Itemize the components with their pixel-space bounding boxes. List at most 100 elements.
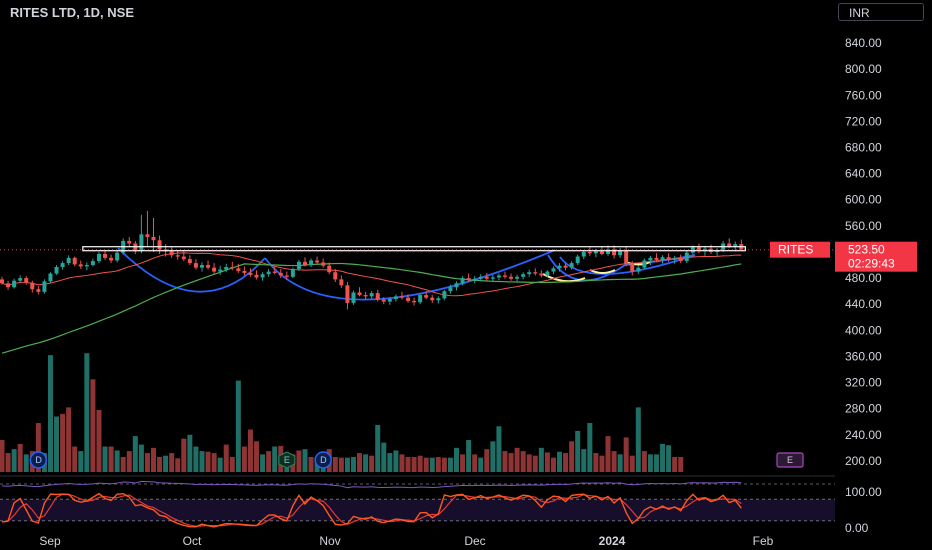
candle-body [109, 257, 114, 261]
volume-bar [266, 451, 272, 472]
volume-bar [332, 456, 338, 472]
indicator-tick-label: 100.00 [845, 485, 882, 499]
volume-bar [381, 442, 387, 472]
volume-bar [490, 441, 496, 472]
indicator-pane: 100.00 0.00 [0, 475, 882, 535]
candle-body [490, 277, 495, 279]
candle-body [18, 278, 23, 281]
candle-body [557, 265, 562, 269]
volume-bar [454, 447, 459, 472]
volume-bar [338, 457, 344, 472]
volume-bar [611, 451, 617, 472]
candle-body [315, 260, 320, 263]
stoch-k-line [1, 492, 742, 528]
volume-bar [575, 430, 581, 472]
candle-body [387, 298, 392, 302]
candle-body [448, 287, 453, 292]
volume-bar [0, 440, 5, 472]
candle-body [84, 265, 89, 267]
volume-bar [23, 454, 29, 472]
currency-selector[interactable]: INR [838, 3, 924, 21]
candle-body [478, 276, 483, 279]
volume-bar [84, 353, 90, 472]
candle-body [430, 297, 435, 301]
volume-bar [157, 456, 163, 472]
candle-body [599, 251, 604, 254]
candle-body [636, 267, 641, 272]
volume-bar [296, 450, 302, 472]
candle-body [660, 257, 665, 260]
candle-body [90, 261, 95, 266]
volume-bar [223, 444, 229, 472]
volume-bar [350, 456, 356, 472]
candle-body [593, 251, 598, 254]
candle-body [618, 250, 623, 256]
candle-body [442, 291, 447, 299]
candle-body [327, 265, 332, 273]
candle-body [151, 236, 156, 241]
volume-bar [526, 454, 532, 472]
candle-body [351, 292, 356, 303]
candle-body [36, 289, 41, 292]
last-price-value: 523.50 [848, 243, 885, 257]
candle-body [684, 252, 689, 262]
candle-body [242, 270, 247, 273]
candle-body [218, 269, 223, 272]
candle-body [357, 292, 362, 296]
price-tick-label: 840.00 [845, 36, 882, 50]
candle-body [624, 250, 629, 264]
candle-body [284, 275, 289, 277]
volume-bar [163, 455, 169, 472]
candle-body [139, 234, 144, 252]
volume-bar [472, 454, 478, 472]
candle-body [115, 252, 120, 261]
volume-bar [241, 446, 247, 472]
volume-bar [508, 453, 514, 472]
volume-bar [423, 457, 429, 472]
time-axis-label: Sep [39, 534, 61, 548]
volume-bar [393, 450, 399, 472]
volume-bar [484, 449, 490, 472]
candle-body [545, 271, 550, 276]
candle-body [321, 262, 326, 266]
candle-body [678, 257, 683, 262]
volume-bar [138, 444, 144, 472]
price-tick-label: 400.00 [845, 323, 882, 337]
volume-bar [617, 454, 623, 472]
candle-body [502, 275, 507, 277]
candle-body [272, 271, 277, 273]
candle-body [42, 281, 47, 292]
volume-bar [211, 453, 217, 472]
volume-bar [514, 447, 520, 472]
candle-body [30, 282, 35, 290]
candle-body [539, 273, 544, 276]
volume-bar [587, 423, 593, 472]
candle-body [630, 263, 635, 272]
candle-body [460, 278, 465, 284]
volume-bar [502, 451, 508, 472]
volume-bar [247, 429, 253, 472]
candles [0, 210, 744, 310]
price-tick-label: 720.00 [845, 114, 882, 128]
candle-body [472, 278, 477, 281]
volume-bar [54, 416, 60, 472]
volume-bar [375, 424, 381, 472]
candle-body [133, 243, 138, 252]
volume-bar [363, 454, 369, 472]
volume-bar [47, 355, 53, 472]
candle-body [187, 259, 192, 264]
time-axis-label: Feb [753, 534, 774, 548]
candle-body [551, 268, 556, 272]
candle-body [175, 255, 180, 257]
candle-body [60, 263, 65, 267]
candle-body [393, 296, 398, 299]
candle-body [0, 279, 4, 284]
volume-bar [126, 451, 132, 472]
candle-body [103, 253, 108, 258]
volume-bar [102, 446, 108, 472]
volume-bar [72, 446, 78, 472]
candle-body [569, 263, 574, 268]
